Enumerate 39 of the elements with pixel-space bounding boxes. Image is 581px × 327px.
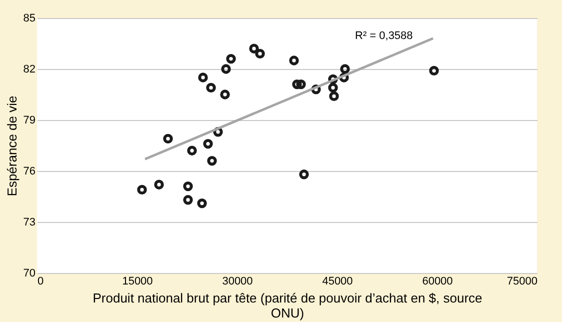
point — [197, 198, 207, 208]
point — [340, 64, 350, 74]
point — [429, 66, 439, 76]
point — [255, 48, 265, 59]
y-tick-label: 85 — [23, 12, 36, 24]
y-axis-title: Espérance de vie — [4, 96, 20, 196]
point — [187, 146, 197, 156]
point — [183, 181, 193, 192]
point — [154, 180, 164, 190]
x-axis-title: Produit national brut par tête (parité de pouvoir d’achat en $, source ONU) — [92, 290, 482, 320]
x-tick-label: 75000 — [506, 276, 538, 288]
y-tick-label: 79 — [23, 114, 36, 126]
y-tick-label: 70 — [23, 268, 36, 280]
point — [137, 184, 147, 195]
y-tick-label: 73 — [23, 216, 36, 228]
point — [206, 82, 216, 93]
x-tick-label: 45000 — [322, 276, 353, 288]
point — [198, 72, 208, 82]
point — [203, 138, 213, 149]
point — [296, 79, 306, 90]
point — [292, 79, 302, 90]
point — [183, 195, 193, 205]
point — [289, 56, 299, 66]
x-tick-label: 30000 — [222, 276, 253, 288]
point — [163, 134, 173, 144]
y-tick-label: 76 — [23, 166, 36, 178]
point — [226, 54, 236, 64]
point — [328, 82, 338, 93]
x-tick-label: 60000 — [422, 276, 453, 288]
point — [207, 156, 217, 166]
point — [249, 44, 259, 54]
x-tick-label: 0 — [38, 276, 44, 288]
annotation: R² = 0,3588 — [355, 30, 413, 42]
y-tick-label: 82 — [23, 64, 36, 76]
x-tick-label: 15000 — [122, 276, 153, 288]
point — [221, 64, 231, 74]
point — [299, 170, 309, 180]
point — [329, 91, 339, 102]
point — [220, 90, 230, 100]
